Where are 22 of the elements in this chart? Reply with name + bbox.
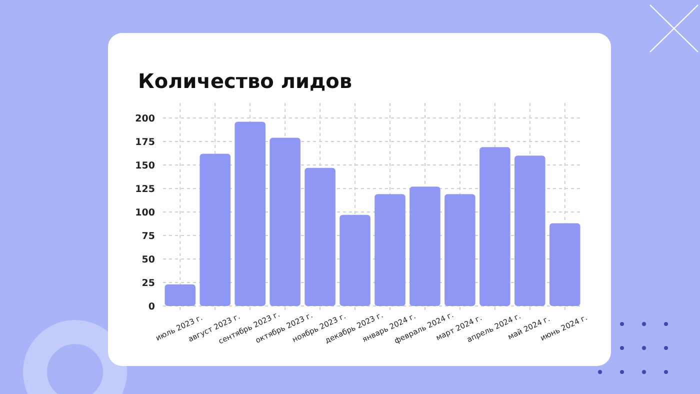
chart-title: Количество лидов [138, 69, 352, 93]
bar [549, 223, 580, 306]
y-tick-label: 175 [135, 136, 155, 148]
y-tick-label: 75 [142, 230, 155, 242]
bar [374, 194, 406, 306]
y-tick-label: 125 [135, 184, 155, 195]
bar [200, 154, 230, 306]
bar [410, 186, 440, 306]
y-tick-label: 100 [135, 207, 156, 218]
y-tick-label: 50 [142, 254, 156, 266]
bar [340, 214, 370, 306]
bar [270, 138, 300, 306]
bar [164, 284, 196, 306]
y-tick-label: 150 [135, 160, 156, 172]
bar [444, 194, 476, 306]
y-tick-label: 200 [135, 113, 156, 124]
bar [480, 147, 510, 306]
y-tick-label: 25 [142, 278, 155, 289]
bar [514, 156, 546, 306]
bar [234, 122, 266, 306]
y-tick-label: 0 [148, 301, 156, 312]
bar [304, 168, 336, 306]
